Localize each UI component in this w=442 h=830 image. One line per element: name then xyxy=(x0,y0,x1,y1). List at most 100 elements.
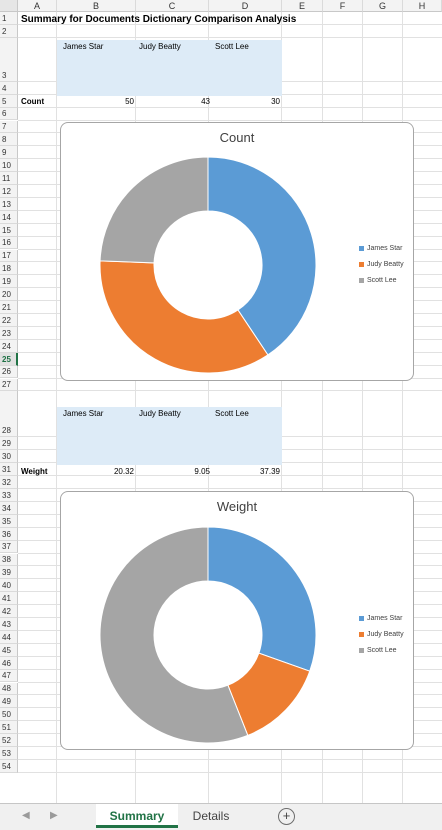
column-header-a[interactable]: A xyxy=(18,0,57,12)
column-header-g[interactable]: G xyxy=(363,0,403,12)
weight-value-b[interactable]: 20.32 xyxy=(113,467,134,476)
count-label[interactable]: Count xyxy=(21,97,45,106)
row-header-1[interactable]: 1 xyxy=(0,12,18,25)
row-header-22[interactable]: 22 xyxy=(0,314,18,327)
weight-label[interactable]: Weight xyxy=(21,467,48,476)
row-header-13[interactable]: 13 xyxy=(0,197,18,211)
row-header-4[interactable]: 4 xyxy=(0,81,18,95)
row-header-40[interactable]: 40 xyxy=(0,579,18,593)
row-header-3[interactable]: 3 xyxy=(0,37,18,82)
row-header-34[interactable]: 34 xyxy=(0,501,18,515)
count-value-d[interactable]: 30 xyxy=(271,97,280,106)
row-header-44[interactable]: 44 xyxy=(0,630,18,644)
legend-item: Judy Beatty xyxy=(359,256,404,272)
legend-item: Judy Beatty xyxy=(359,626,404,642)
row-header-17[interactable]: 17 xyxy=(0,249,18,263)
row-header-25[interactable]: 25 xyxy=(0,352,18,366)
row-header-18[interactable]: 18 xyxy=(0,262,18,276)
donut-slice-judy-beatty[interactable] xyxy=(99,260,269,374)
chart-title: Weight xyxy=(216,499,258,514)
row-header-31[interactable]: 31 xyxy=(0,463,18,477)
row-header-30[interactable]: 30 xyxy=(0,450,18,464)
row-header-23[interactable]: 23 xyxy=(0,326,18,340)
row-header-8[interactable]: 8 xyxy=(0,133,18,147)
row-header-48[interactable]: 48 xyxy=(0,682,18,696)
row-header-16[interactable]: 16 xyxy=(0,236,18,250)
donut-slice-james-star[interactable] xyxy=(207,156,317,356)
name-header-b-2[interactable]: James Star xyxy=(63,409,104,418)
column-header-e[interactable]: E xyxy=(282,0,323,12)
row-header-7[interactable]: 7 xyxy=(0,120,18,134)
donut-slice-scott-lee[interactable] xyxy=(99,156,209,264)
donut-slice-james-star[interactable] xyxy=(207,526,317,672)
count-value-b[interactable]: 50 xyxy=(125,97,134,106)
add-sheet-button[interactable]: + xyxy=(278,808,295,825)
row-header-26[interactable]: 26 xyxy=(0,365,18,379)
row-gridline xyxy=(18,23,442,25)
row-header-39[interactable]: 39 xyxy=(0,566,18,580)
legend-item: James Star xyxy=(359,240,404,256)
row-header-2[interactable]: 2 xyxy=(0,24,18,38)
select-all-corner[interactable] xyxy=(0,0,18,12)
row-header-53[interactable]: 53 xyxy=(0,747,18,760)
row-header-15[interactable]: 15 xyxy=(0,223,18,237)
donut-slice-scott-lee[interactable] xyxy=(99,526,249,744)
count-value-c[interactable]: 43 xyxy=(201,97,210,106)
column-header-f[interactable]: F xyxy=(323,0,363,12)
row-header-5[interactable]: 5 xyxy=(0,94,18,108)
row-header-54[interactable]: 54 xyxy=(0,759,18,773)
row-header-27[interactable]: 27 xyxy=(0,378,18,392)
row-header-46[interactable]: 46 xyxy=(0,656,18,670)
weight-value-c[interactable]: 9.05 xyxy=(194,467,210,476)
row-header-49[interactable]: 49 xyxy=(0,695,18,709)
column-header-h[interactable]: H xyxy=(403,0,442,12)
name-header-c-2[interactable]: Judy Beatty xyxy=(139,409,181,418)
count-chart[interactable]: Count James Star Judy Beatty Scott Lee xyxy=(60,122,414,381)
row-header-19[interactable]: 19 xyxy=(0,275,18,289)
row-header-32[interactable]: 32 xyxy=(0,476,18,489)
weight-chart[interactable]: Weight James Star Judy Beatty Scott Lee xyxy=(60,491,414,750)
row-gridline xyxy=(18,36,442,38)
row-header-43[interactable]: 43 xyxy=(0,618,18,631)
tab-details[interactable]: Details xyxy=(192,809,230,823)
name-header-c[interactable]: Judy Beatty xyxy=(139,42,181,51)
tab-summary[interactable]: Summary xyxy=(96,804,178,828)
name-header-d[interactable]: Scott Lee xyxy=(215,42,249,51)
row-header-11[interactable]: 11 xyxy=(0,172,18,185)
row-header-51[interactable]: 51 xyxy=(0,721,18,735)
row-header-45[interactable]: 45 xyxy=(0,643,18,657)
row-header-50[interactable]: 50 xyxy=(0,708,18,722)
row-header-35[interactable]: 35 xyxy=(0,514,18,528)
weight-value-d[interactable]: 37.39 xyxy=(259,467,280,476)
row-header-28[interactable]: 28 xyxy=(0,391,18,438)
row-header-10[interactable]: 10 xyxy=(0,159,18,173)
column-gridline xyxy=(56,12,57,803)
row-header-20[interactable]: 20 xyxy=(0,288,18,302)
row-header-41[interactable]: 41 xyxy=(0,592,18,606)
row-header-29[interactable]: 29 xyxy=(0,437,18,451)
row-header-21[interactable]: 21 xyxy=(0,301,18,314)
row-header-33[interactable]: 33 xyxy=(0,489,18,502)
row-header-38[interactable]: 38 xyxy=(0,553,18,567)
prev-sheet-icon[interactable]: ◀ xyxy=(22,810,30,821)
column-header-b[interactable]: B xyxy=(57,0,136,12)
sheet-title[interactable]: Summary for Documents Dictionary Compari… xyxy=(21,14,297,25)
column-header-c[interactable]: C xyxy=(136,0,209,12)
row-header-37[interactable]: 37 xyxy=(0,540,18,554)
legend-swatch-icon xyxy=(359,615,364,621)
row-header-52[interactable]: 52 xyxy=(0,734,18,747)
column-header-d[interactable]: D xyxy=(209,0,282,12)
row-header-42[interactable]: 42 xyxy=(0,605,18,618)
row-header-24[interactable]: 24 xyxy=(0,339,18,353)
row-header-14[interactable]: 14 xyxy=(0,210,18,224)
row-header-6[interactable]: 6 xyxy=(0,107,18,121)
row-header-36[interactable]: 36 xyxy=(0,527,18,541)
row-header-47[interactable]: 47 xyxy=(0,669,18,683)
name-header-d-2[interactable]: Scott Lee xyxy=(215,409,249,418)
legend-item: Scott Lee xyxy=(359,642,404,658)
row-header-9[interactable]: 9 xyxy=(0,146,18,160)
next-sheet-icon[interactable]: ▶ xyxy=(50,810,58,821)
row-header-12[interactable]: 12 xyxy=(0,185,18,198)
name-header-b[interactable]: James Star xyxy=(63,42,104,51)
